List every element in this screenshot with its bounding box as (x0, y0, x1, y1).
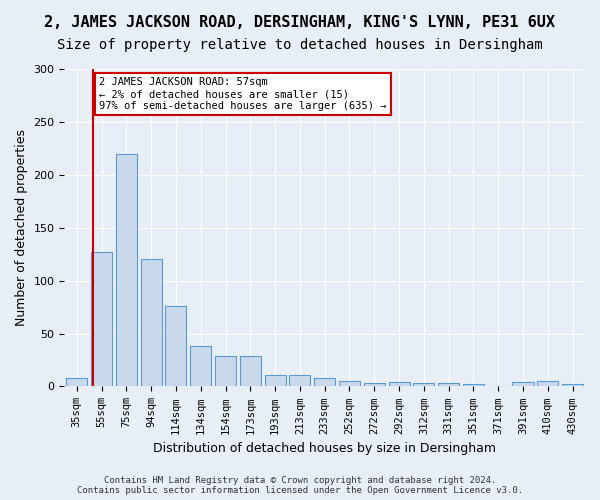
Bar (463, 384, 484, 386)
Bar (289, 375, 310, 386)
X-axis label: Distribution of detached houses by size in Dersingham: Distribution of detached houses by size … (153, 442, 496, 455)
Text: Size of property relative to detached houses in Dersingham: Size of property relative to detached ho… (57, 38, 543, 52)
Bar (364, 384, 385, 386)
Bar (413, 384, 434, 386)
Bar (91, 252, 112, 386)
Bar (314, 378, 335, 386)
Bar (140, 260, 162, 386)
Text: Contains HM Land Registry data © Crown copyright and database right 2024.
Contai: Contains HM Land Registry data © Crown c… (77, 476, 523, 495)
Y-axis label: Number of detached properties: Number of detached properties (15, 129, 28, 326)
Bar (438, 384, 459, 386)
Bar (215, 356, 236, 386)
Bar (265, 375, 286, 386)
Bar (66, 378, 88, 386)
Bar (512, 382, 533, 386)
Bar (116, 154, 137, 386)
Bar (190, 346, 211, 387)
Text: 2 JAMES JACKSON ROAD: 57sqm
← 2% of detached houses are smaller (15)
97% of semi: 2 JAMES JACKSON ROAD: 57sqm ← 2% of deta… (100, 78, 387, 110)
Bar (389, 382, 410, 386)
Bar (339, 381, 360, 386)
Bar (240, 356, 261, 386)
Text: 2, JAMES JACKSON ROAD, DERSINGHAM, KING'S LYNN, PE31 6UX: 2, JAMES JACKSON ROAD, DERSINGHAM, KING'… (44, 15, 556, 30)
Bar (537, 381, 559, 386)
Bar (166, 306, 187, 386)
Bar (562, 384, 583, 386)
